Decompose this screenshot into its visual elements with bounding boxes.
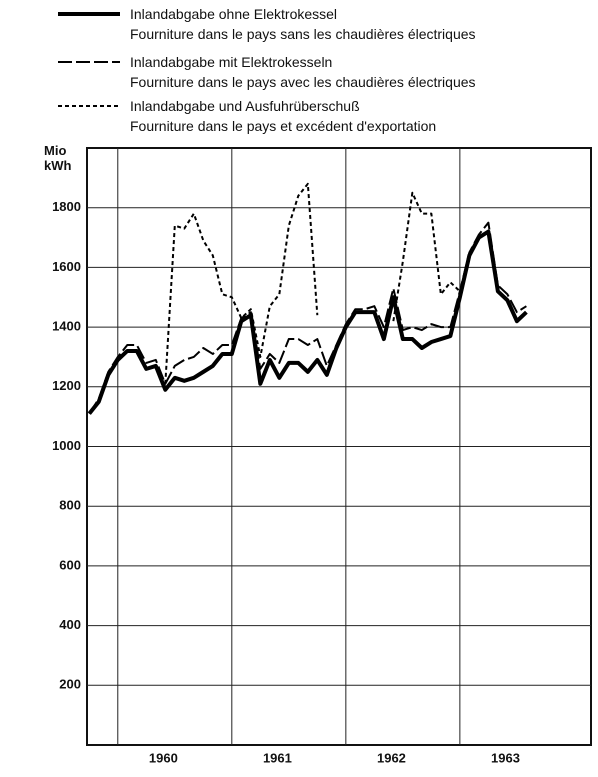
- y-tick-label: 1200: [52, 378, 81, 393]
- y-tick-label: 200: [59, 677, 81, 692]
- y-tick-label: 1600: [52, 259, 81, 274]
- legend-entry: Inlandabgabe ohne Elektrokessel Fournitu…: [130, 6, 476, 42]
- y-axis-label: Mio kWh: [44, 143, 72, 173]
- y-tick-label: 1400: [52, 319, 81, 334]
- x-tick-label: 1961: [263, 750, 292, 765]
- y-tick-label: 600: [59, 557, 81, 572]
- x-tick-label: 1962: [377, 750, 406, 765]
- series-line: [164, 182, 461, 384]
- y-tick-label: 1000: [52, 438, 81, 453]
- y-tick-label: 1800: [52, 199, 81, 214]
- legend-entry: Inlandabgabe mit Elektrokesseln Fournitu…: [130, 54, 476, 90]
- y-tick-label: 800: [59, 498, 81, 513]
- x-tick-label: 1963: [491, 750, 520, 765]
- y-tick-label: 400: [59, 617, 81, 632]
- x-tick-label: 1960: [149, 750, 178, 765]
- series-line: [88, 221, 527, 415]
- legend-entry: Inlandabgabe und Ausfuhrüberschuß Fourni…: [130, 98, 437, 134]
- series-line: [87, 229, 528, 415]
